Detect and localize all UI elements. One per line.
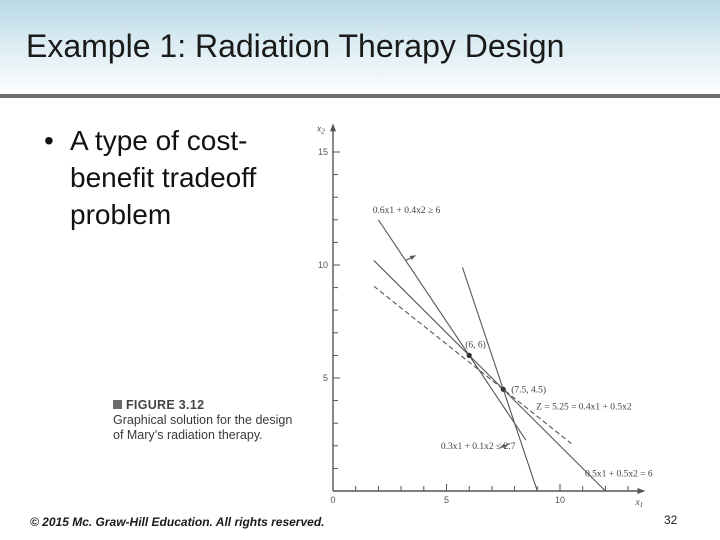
bullet-text: A type of cost-benefit tradeoff problem [70, 125, 257, 230]
title-bar [0, 0, 720, 96]
x-axis-arrow [637, 488, 646, 494]
constraint-low-arrow-head [500, 443, 507, 448]
point-b-label: (7.5, 4.5) [511, 384, 546, 395]
slide-title: Example 1: Radiation Therapy Design [26, 28, 565, 64]
bullet-item: • A type of cost-benefit tradeoff proble… [44, 122, 304, 233]
figure-caption-block: FIGURE 3.12 Graphical solution for the d… [113, 398, 293, 443]
constraint-top-arrow-head [409, 255, 416, 261]
y-tick-label: 10 [318, 260, 328, 270]
constraint-low-label: 0.3x1 + 0.1x2 ≤ 2.7 [441, 442, 516, 452]
page-number: 32 [664, 513, 678, 527]
x-tick-label: 5 [444, 495, 449, 505]
x-axis-label: x1 [634, 498, 643, 509]
x-tick-label: 10 [555, 495, 565, 505]
y-tick-label: 5 [323, 373, 328, 383]
solution-point [500, 386, 506, 392]
graph-axes [330, 123, 646, 494]
title-divider [0, 94, 720, 98]
graph-labels: 0 5 10 5 10 15 x2 x1 0.6x1 + 0.4x2 ≥ 6 (6, 6) (7.5… [316, 124, 653, 509]
constraint-line [373, 260, 606, 492]
constraint-top-label: 0.6x1 + 0.4x2 ≥ 6 [373, 206, 441, 216]
x-tick-label: 0 [330, 495, 335, 505]
constraint-line [461, 267, 538, 492]
copyright-footer: © 2015 Mc. Graw-Hill Education. All righ… [30, 515, 325, 529]
constraint-line [377, 219, 527, 441]
graph-lines [373, 219, 606, 492]
constraint-line [373, 285, 572, 444]
bullet-dot: • [44, 125, 54, 156]
figure-label: FIGURE 3.12 [126, 398, 205, 412]
graph-marks [466, 352, 506, 392]
point-a-label: (6, 6) [465, 339, 486, 350]
y-axis-label: x2 [316, 124, 325, 135]
figure-caption: Graphical solution for the design of Mar… [113, 413, 293, 442]
constraint-right-label: 0.5x1 + 0.5x2 = 6 [585, 469, 653, 479]
figure-square-icon [113, 400, 122, 409]
y-tick-label: 15 [318, 147, 328, 157]
y-axis-arrow [330, 123, 336, 132]
solution-point [466, 352, 472, 358]
objective-label: Z = 5.25 = 0.4x1 + 0.5x2 [536, 403, 632, 413]
